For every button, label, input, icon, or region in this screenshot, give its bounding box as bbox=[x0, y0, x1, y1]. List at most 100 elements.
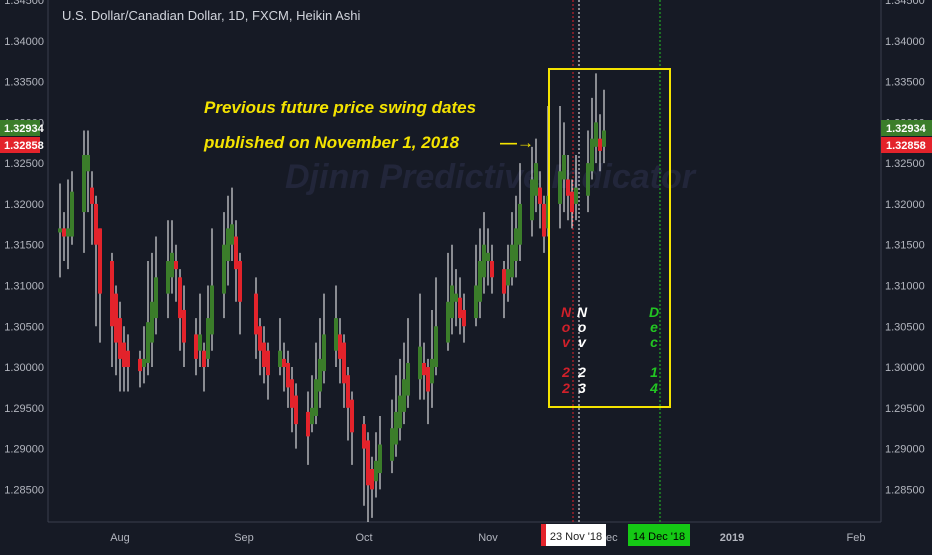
date-badge-nov-23: 23 Nov '18 bbox=[541, 524, 606, 546]
candle-body bbox=[314, 379, 318, 416]
candle-body bbox=[338, 334, 342, 359]
price-badges-right: 1.32934 1.32858 bbox=[881, 120, 932, 153]
svg-text:v: v bbox=[562, 334, 571, 350]
annotation-arrow-icon: —→ bbox=[500, 133, 534, 152]
candle-body bbox=[454, 293, 458, 302]
candle-body bbox=[98, 228, 102, 294]
svg-text:N: N bbox=[561, 304, 572, 320]
candle-body bbox=[350, 399, 354, 433]
candle-body bbox=[482, 244, 486, 278]
price-tick-right: 1.31000 bbox=[885, 280, 925, 292]
time-tick: 2019 bbox=[720, 532, 744, 544]
candle-body bbox=[342, 342, 346, 384]
price-tick-right: 1.29000 bbox=[885, 444, 925, 456]
candle-body bbox=[206, 318, 210, 359]
candle-body bbox=[238, 261, 242, 302]
price-tick-left: 1.34000 bbox=[4, 36, 44, 48]
candle-body bbox=[334, 318, 338, 351]
date-badge-dec-14-text: 14 Dec '18 bbox=[633, 531, 685, 543]
candle-body bbox=[486, 252, 490, 261]
price-tick-right: 1.32500 bbox=[885, 158, 925, 170]
candle-body bbox=[94, 203, 98, 245]
price-badges-left: 1.32934 1.32858 bbox=[0, 120, 45, 153]
candle-body bbox=[290, 379, 294, 408]
svg-text:c: c bbox=[650, 334, 658, 350]
candle-body bbox=[198, 334, 202, 351]
candle-body bbox=[294, 395, 298, 425]
candle-body bbox=[142, 358, 146, 368]
date-badge-nov-23-text: 23 Nov '18 bbox=[550, 531, 602, 543]
candle-body bbox=[490, 261, 494, 278]
candle-body bbox=[574, 187, 578, 204]
candle-body bbox=[394, 411, 398, 445]
svg-text:1: 1 bbox=[650, 364, 658, 380]
candle-body bbox=[146, 322, 150, 363]
price-tick-left: 1.29500 bbox=[4, 403, 44, 415]
date-badge-dec-14: 14 Dec '18 bbox=[628, 524, 690, 546]
candle-body bbox=[446, 301, 450, 343]
price-tick-left: 1.30000 bbox=[4, 362, 44, 374]
forecast-box bbox=[548, 68, 671, 408]
candle-body bbox=[110, 261, 114, 327]
price-tick-right: 1.33500 bbox=[885, 77, 925, 89]
candle-body bbox=[510, 244, 514, 278]
candle-body bbox=[178, 277, 182, 319]
candle-body bbox=[86, 154, 90, 172]
price-tick-left: 1.32500 bbox=[4, 158, 44, 170]
badge-lower-right bbox=[881, 137, 932, 153]
time-tick: Nov bbox=[478, 532, 498, 544]
candle-body bbox=[210, 285, 214, 335]
svg-text:2: 2 bbox=[561, 364, 570, 380]
candle-body bbox=[202, 350, 206, 368]
candle-body bbox=[362, 424, 366, 449]
candle-body bbox=[562, 154, 566, 180]
candle-body bbox=[602, 130, 606, 147]
candle-body bbox=[58, 228, 62, 233]
candle-body bbox=[418, 346, 422, 380]
candle-body bbox=[378, 444, 382, 474]
candle-body bbox=[462, 309, 466, 327]
candle-body bbox=[310, 407, 314, 425]
candle-body bbox=[318, 358, 322, 392]
candle-body bbox=[150, 301, 154, 343]
badge-upper-left bbox=[0, 120, 40, 136]
candle-body bbox=[518, 203, 522, 245]
candle-body bbox=[374, 460, 378, 482]
price-tick-left: 1.30500 bbox=[4, 321, 44, 333]
price-tick-right: 1.28500 bbox=[885, 484, 925, 496]
badge-upper-right bbox=[881, 120, 932, 136]
time-tick-dec-partial: ec bbox=[606, 532, 618, 544]
candle-body bbox=[82, 154, 86, 213]
candle-body bbox=[226, 228, 230, 261]
price-tick-right: 1.30000 bbox=[885, 362, 925, 374]
candle-body bbox=[170, 252, 174, 278]
price-tick-right: 1.32000 bbox=[885, 199, 925, 211]
price-tick-right: 1.30500 bbox=[885, 321, 925, 333]
candle-body bbox=[402, 379, 406, 412]
candle-body bbox=[530, 179, 534, 221]
candle-body bbox=[450, 285, 454, 319]
candle-body bbox=[174, 261, 178, 270]
candle-body bbox=[282, 358, 286, 368]
candle-body bbox=[254, 293, 258, 335]
candle-body bbox=[542, 203, 546, 237]
candle-body bbox=[278, 350, 282, 368]
candle-body bbox=[90, 187, 94, 204]
price-tick-right: 1.31500 bbox=[885, 240, 925, 252]
price-tick-left: 1.31000 bbox=[4, 280, 44, 292]
price-tick-left: 1.31500 bbox=[4, 240, 44, 252]
candle-body bbox=[534, 163, 538, 196]
candle-body bbox=[366, 440, 370, 486]
candle-body bbox=[506, 269, 510, 286]
price-axis-right: 1.28500 1.29000 1.29500 1.30000 1.30500 1.310… bbox=[885, 0, 925, 496]
candle-body bbox=[390, 428, 394, 461]
time-tick: Aug bbox=[110, 532, 130, 544]
candle-body bbox=[426, 367, 430, 392]
candle-body bbox=[66, 228, 70, 237]
price-tick-left: 1.32000 bbox=[4, 199, 44, 211]
price-tick-left: 1.33500 bbox=[4, 77, 44, 89]
candle-body bbox=[62, 228, 66, 237]
time-tick: Oct bbox=[355, 532, 372, 544]
